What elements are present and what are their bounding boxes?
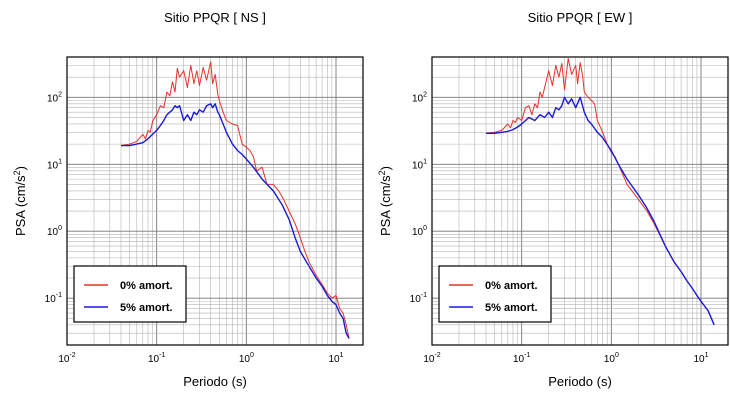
chart-panel-1: Sitio PPQR [ NS ] 10-2 10-1 100 101 10-1 100 10…: [12, 10, 364, 389]
x-tick-label: 10-2: [423, 352, 440, 365]
x-tick-label: 100: [604, 352, 619, 365]
legend-label-amort-0: 0% amort.: [120, 280, 173, 292]
x-tick-label: 100: [239, 352, 254, 365]
legend: 0% amort. 5% amort.: [73, 265, 187, 323]
y-axis-label: PSA (cm/s2): [377, 166, 393, 236]
legend: 0% amort. 5% amort.: [438, 265, 552, 323]
legend-box: [73, 265, 187, 323]
grid-lines: [66, 56, 364, 346]
y-tick-label: 100: [47, 225, 62, 238]
series-line-amort-5: [121, 103, 350, 339]
x-tick-label: 10-1: [513, 352, 530, 365]
plot-frame: [431, 56, 729, 346]
legend-box: [438, 265, 552, 323]
y-tick-label: 100: [412, 225, 427, 238]
series-line-amort-5: [486, 96, 715, 326]
x-tick-label: 10-2: [58, 352, 75, 365]
y-tick-label: 102: [412, 91, 427, 104]
plot-frame: [66, 56, 364, 346]
y-tick-label: 101: [412, 158, 427, 171]
x-tick-label: 101: [693, 352, 708, 365]
y-tick-label: 102: [47, 91, 62, 104]
chart-title: Sitio PPQR [ NS ]: [164, 10, 266, 25]
y-axis-label: PSA (cm/s2): [12, 166, 28, 236]
legend-label-amort-0: 0% amort.: [485, 280, 538, 292]
y-tick-label: 10-1: [45, 292, 62, 305]
x-tick-label: 101: [328, 352, 343, 365]
x-tick-label: 10-1: [148, 352, 165, 365]
chart-title: Sitio PPQR [ EW ]: [528, 10, 633, 25]
x-axis-label: Periodo (s): [548, 374, 612, 389]
legend-label-amort-5: 5% amort.: [120, 302, 173, 314]
chart-panel-2: Sitio PPQR [ EW ] 10-2 10-1 100 101 10-1 100 10…: [377, 10, 729, 389]
x-axis-label: Periodo (s): [183, 374, 247, 389]
legend-label-amort-5: 5% amort.: [485, 302, 538, 314]
y-tick-label: 101: [47, 158, 62, 171]
y-tick-label: 10-1: [410, 292, 427, 305]
series-line-amort-0: [120, 61, 350, 339]
